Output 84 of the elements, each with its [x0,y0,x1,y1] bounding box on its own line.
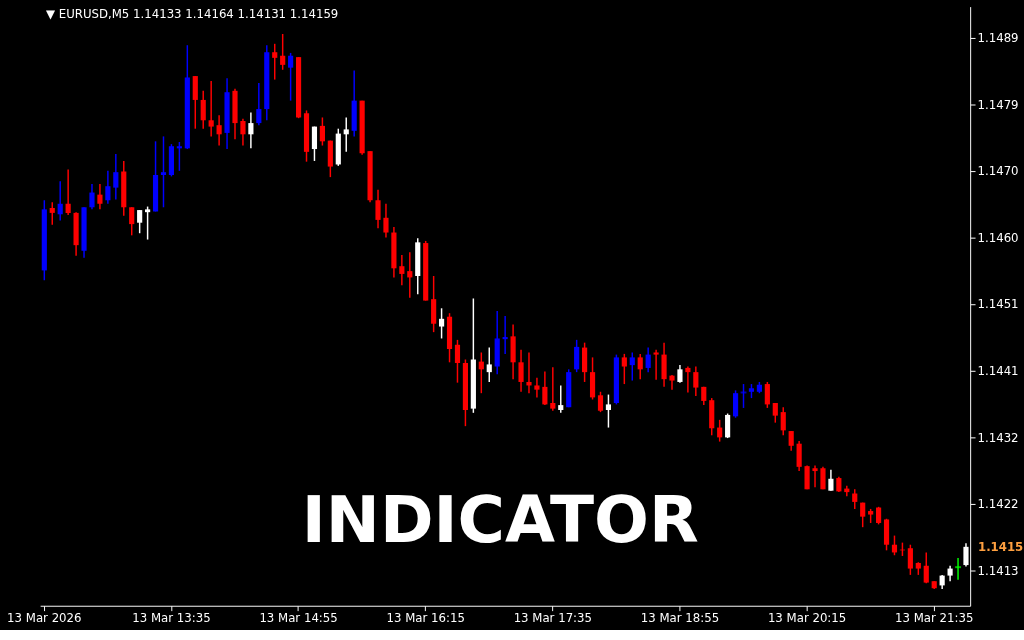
candlestick [526,351,532,394]
candlestick [486,346,492,383]
candlestick [534,377,540,399]
candlestick [780,406,786,437]
y-tick-label: 1.1441 [977,364,1019,379]
candlestick [502,315,508,355]
candlestick [240,118,246,147]
candlestick [319,116,325,147]
candlestick [399,254,405,286]
candlestick [113,153,119,201]
candlestick [923,551,929,585]
candlestick [645,346,651,373]
candlestick [907,543,913,576]
text: 1.1415 [977,539,1024,554]
candlestick [375,188,381,230]
candlestick [542,370,548,406]
y-tick-label: 1.1451 [977,297,1019,312]
x-tick-label: 13 Mar 20:15 [767,610,847,625]
candlestick [772,402,778,424]
candlestick [208,80,214,138]
candlestick [693,365,699,397]
candlestick [65,168,71,216]
y-tick-label: 1.1479 [977,97,1019,112]
candlestick [653,348,659,381]
candlestick [725,412,731,439]
candlestick [256,82,262,126]
candlestick [129,206,135,237]
y-tick-label: 1.1460 [977,230,1019,245]
candlestick [97,183,103,211]
candlestick [828,468,834,492]
candlestick [597,391,604,413]
candlestick [49,201,55,226]
candlestick [518,348,524,393]
x-tick-label: 13 Mar 16:15 [386,610,465,625]
candlestick [629,351,635,382]
candlestick [454,339,461,384]
candlestick [145,205,151,241]
candlestick [192,75,198,130]
candlestick [89,183,95,211]
candlestick [248,111,254,150]
candlestick [280,33,286,71]
candlestick [558,384,564,414]
x-tick-label: 13 Mar 17:35 [513,610,592,625]
candlestick [57,180,63,222]
candlestick [176,141,182,172]
candlestick [288,52,294,102]
candlestick [343,116,349,153]
x-tick-label: 13 Mar 2026 [7,610,82,625]
candlestick [852,488,858,510]
candlestick [764,381,770,409]
candlestick [439,307,445,340]
annotation: INDICATOR [301,482,699,558]
candlestick [605,393,612,429]
y-tick-label: 1.1432 [977,430,1019,445]
x-tick-label: 13 Mar 13:35 [132,610,211,625]
candlestick [160,135,167,209]
candlestick [137,209,143,234]
candlestick [272,43,278,81]
x-tick-label: 13 Mar 18:55 [640,610,720,625]
candlestick [796,440,802,472]
candlestick [105,170,111,205]
candlestick [407,251,413,299]
candlestick [732,389,739,419]
x-tick-label: 13 Mar 21:35 [895,610,974,625]
candlestick [216,114,222,147]
candlestick [955,557,961,581]
candlestick [669,374,675,391]
candlestick [788,430,794,452]
x-tick-label: 13 Mar 14:55 [259,610,338,625]
candlestick [860,501,866,528]
candlestick [550,366,556,412]
candlestick [200,90,206,130]
candlestick [574,339,580,373]
candlestick [812,464,818,488]
candlestick [685,365,691,394]
candlestick [621,353,627,385]
candlestick [311,125,318,162]
candlestick [383,203,389,239]
candlestick [637,353,643,380]
y-tick-label: 1.1470 [977,164,1019,179]
y-tick-label: 1.1413 [977,564,1019,579]
y-tick-label: 1.1422 [977,497,1019,512]
chart-title: ▼ EURUSD,M5 1.14133 1.14164 1.14131 1.14159 [46,7,339,22]
y-tick-label: 1.1489 [977,30,1019,45]
